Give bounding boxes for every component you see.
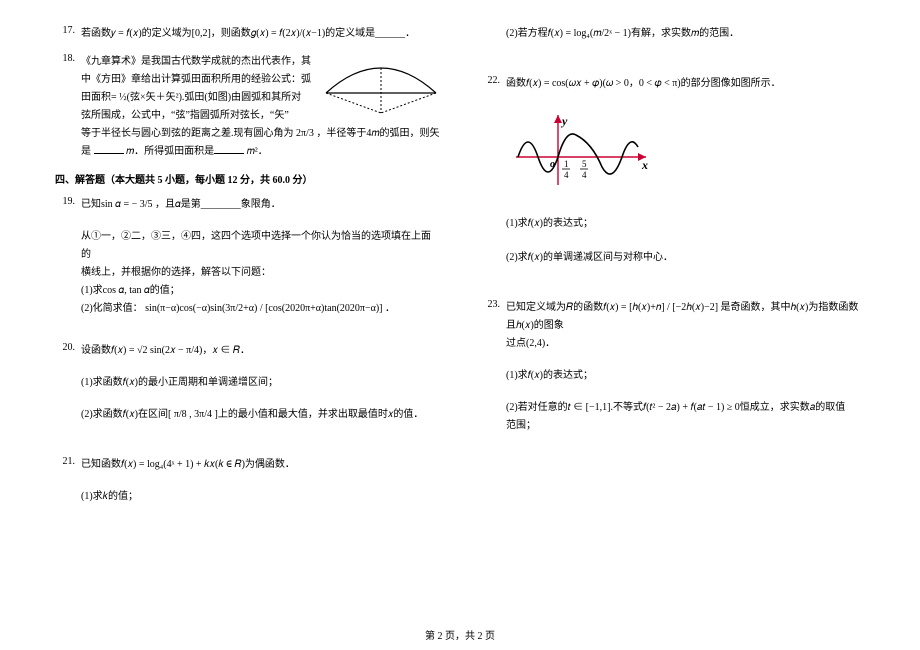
svg-text:4: 4 [564, 170, 569, 180]
q23-l1: 已知定义域为𝑅的函数𝑓(𝑥) = [ℎ(𝑥)+𝑛] / [−2ℎ(𝑥)−2] 是… [506, 299, 865, 335]
q19-l1: 已知sin 𝛼 = − 3/5 ，且𝛼是第________象限角． [81, 196, 440, 214]
q20-number: 20. [55, 342, 75, 424]
q22-p2: (2)求𝑓(𝑥)的单调递减区间与对称中心． [480, 249, 865, 267]
q19-body: 已知sin 𝛼 = − 3/5 ，且𝛼是第________象限角． 从①一，②二… [81, 196, 440, 318]
q21-body: 已知函数𝑓(𝑥) = log₄(4ˣ + 1) + 𝑘𝑥(𝑘 ∈ 𝑅)为偶函数．… [81, 456, 440, 506]
q18-l5: 等于半径长与圆心到弦的距离之差.现有圆心角为 2π/3 ，半径等于4𝑚的弧田，则… [81, 125, 440, 143]
q17-body: 若函数𝑦 = 𝑓(𝑥)的定义域为[0,2]，则函数𝑔(𝑥) = 𝑓(2𝑥)/(𝑥… [81, 25, 440, 43]
q20-p1: (1)求函数𝑓(𝑥)的最小正周期和单调递增区间； [81, 374, 440, 392]
question-18: 18. 《九章算术》是我国古代数学成就的杰出代表作，其 中《方田》章给出计算弧田… [55, 53, 440, 161]
section-4-heading: 四、解答题（本大题共 5 小题，每小题 12 分，共 60.0 分） [55, 171, 440, 186]
q20-body: 设函数𝑓(𝑥) = √2 sin(2𝑥 − π/4)，𝑥 ∈ 𝑅． (1)求函数… [81, 342, 440, 424]
q23-p2b: 范围； [506, 417, 865, 435]
q18-number: 18. [55, 53, 75, 161]
q19-l2: 从①一，②二，③三，④四，这四个选项中选择一个你认为恰当的选项填在上面的 [81, 228, 440, 264]
axis-y-label: y [560, 114, 568, 128]
question-20: 20. 设函数𝑓(𝑥) = √2 sin(2𝑥 − π/4)，𝑥 ∈ 𝑅． (1… [55, 342, 440, 424]
axis-x-label: x [641, 158, 648, 172]
q22-number: 22. [480, 75, 500, 93]
q20-p2: (2)求函数𝑓(𝑥)在区间[ π/8 , 3π/4 ]上的最小值和最大值，并求出… [81, 406, 440, 424]
svg-text:5: 5 [582, 159, 587, 169]
blank [94, 144, 124, 154]
right-column: (2)若方程𝑓(𝑥) = log₄(𝑚/2ˣ − 1)有解，求实数𝑚的范围． 2… [480, 25, 865, 506]
q17-number: 17. [55, 25, 75, 43]
q18-l6: 是 𝑚．所得弧田面积是 𝑚²． [81, 143, 440, 161]
question-23: 23. 已知定义域为𝑅的函数𝑓(𝑥) = [ℎ(𝑥)+𝑛] / [−2ℎ(𝑥)−… [480, 299, 865, 435]
q21-number: 21. [55, 456, 75, 506]
q23-p1: (1)求𝑓(𝑥)的表达式； [506, 367, 865, 385]
origin-label: o [550, 159, 555, 170]
wave-graph: y x o 1 4 5 4 [506, 107, 865, 191]
q23-l2: 过点(2,4)． [506, 335, 865, 353]
svg-text:1: 1 [564, 159, 569, 169]
q22-p1: (1)求𝑓(𝑥)的表达式； [480, 215, 865, 233]
q19-number: 19. [55, 196, 75, 318]
q18-l6c: 𝑚²． [247, 146, 268, 157]
question-19: 19. 已知sin 𝛼 = − 3/5 ，且𝛼是第________象限角． 从①… [55, 196, 440, 318]
q18-l6b: 𝑚．所得弧田面积是 [126, 146, 214, 157]
q21-l1: 已知函数𝑓(𝑥) = log₄(4ˣ + 1) + 𝑘𝑥(𝑘 ∈ 𝑅)为偶函数． [81, 456, 440, 474]
q19-p2: (2)化简求值： sin(π−α)cos(−α)sin(3π/2+α) / [c… [81, 300, 440, 318]
page-footer: 第 2 页，共 2 页 [0, 627, 920, 642]
question-22: 22. 函数𝑓(𝑥) = cos(𝜔𝑥 + 𝜑)(𝜔 > 0，0 < 𝜑 < π… [480, 75, 865, 93]
q21-p1: (1)求𝑘的值； [81, 488, 440, 506]
arc-diagram [316, 53, 446, 123]
left-column: 17. 若函数𝑦 = 𝑓(𝑥)的定义域为[0,2]，则函数𝑔(𝑥) = 𝑓(2𝑥… [55, 25, 440, 506]
page-body: 17. 若函数𝑦 = 𝑓(𝑥)的定义域为[0,2]，则函数𝑔(𝑥) = 𝑓(2𝑥… [0, 0, 920, 506]
q20-l1: 设函数𝑓(𝑥) = √2 sin(2𝑥 − π/4)，𝑥 ∈ 𝑅． [81, 342, 440, 360]
q23-number: 23. [480, 299, 500, 435]
svg-text:4: 4 [582, 170, 587, 180]
q23-body: 已知定义域为𝑅的函数𝑓(𝑥) = [ℎ(𝑥)+𝑛] / [−2ℎ(𝑥)−2] 是… [506, 299, 865, 435]
q21-p2: (2)若方程𝑓(𝑥) = log₄(𝑚/2ˣ − 1)有解，求实数𝑚的范围． [480, 25, 865, 43]
q22-body: 函数𝑓(𝑥) = cos(𝜔𝑥 + 𝜑)(𝜔 > 0，0 < 𝜑 < π)的部分… [506, 75, 865, 93]
question-17: 17. 若函数𝑦 = 𝑓(𝑥)的定义域为[0,2]，则函数𝑔(𝑥) = 𝑓(2𝑥… [55, 25, 440, 43]
q19-p1: (1)求cos 𝛼, tan 𝛼的值； [81, 282, 440, 300]
q19-l3: 横线上，并根据你的选择，解答以下问题： [81, 264, 440, 282]
question-21: 21. 已知函数𝑓(𝑥) = log₄(4ˣ + 1) + 𝑘𝑥(𝑘 ∈ 𝑅)为… [55, 456, 440, 506]
q18-l6a: 是 [81, 146, 94, 157]
blank [214, 144, 244, 154]
q22-l1: 函数𝑓(𝑥) = cos(𝜔𝑥 + 𝜑)(𝜔 > 0，0 < 𝜑 < π)的部分… [506, 75, 865, 93]
q23-p2: (2)若对任意的𝑡 ∈ [−1,1].不等式𝑓(𝑡² − 2𝑎) + 𝑓(𝑎𝑡 … [506, 399, 865, 417]
